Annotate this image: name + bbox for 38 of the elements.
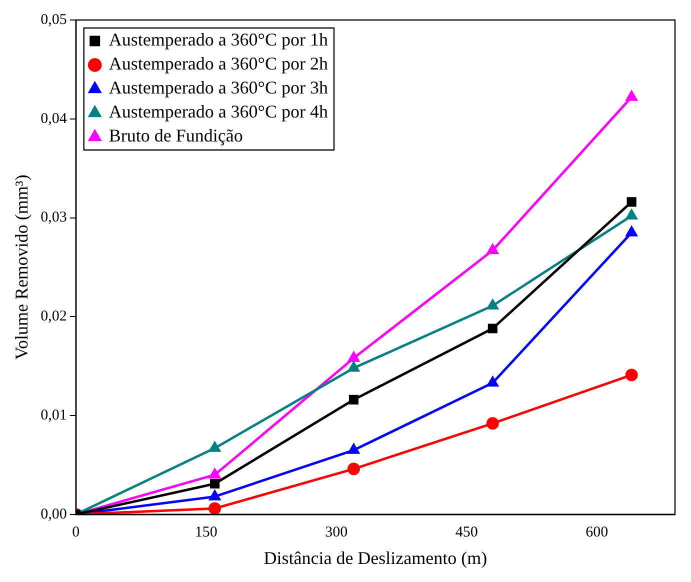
- legend-label: Austemperado a 360°C por 4h: [108, 102, 328, 122]
- x-tick-label: 150: [194, 524, 218, 540]
- y-tick-label: 0,05: [40, 12, 67, 28]
- y-tick-label: 0,01: [40, 407, 67, 424]
- point: [208, 502, 222, 514]
- point: [348, 394, 358, 404]
- point: [210, 478, 220, 489]
- point: [487, 300, 498, 310]
- point: [209, 468, 220, 479]
- point: [348, 352, 360, 362]
- x-tick-label: 600: [586, 524, 608, 540]
- y-tick-label: 0,02: [40, 308, 67, 325]
- y-tick-label: 0,04: [40, 110, 68, 127]
- point: [347, 462, 360, 476]
- point: [209, 490, 220, 500]
- point: [209, 442, 220, 452]
- y-tick-label: 0,00: [40, 506, 67, 522]
- point: [348, 362, 360, 372]
- point: [626, 210, 638, 220]
- point: [487, 376, 498, 387]
- legend-label: Bruto de Fundição: [108, 126, 243, 146]
- x-axis-title: Distância de Deslizamento (m): [264, 548, 488, 568]
- x-tick-label: 0: [72, 524, 80, 540]
- x-tick-label: 450: [455, 524, 478, 540]
- point: [488, 324, 498, 334]
- y-axis-title: Volume Removido (mm³): [12, 174, 32, 360]
- point: [486, 417, 499, 430]
- y-tick-label: 0,03: [40, 210, 67, 226]
- point: [626, 197, 636, 207]
- point: [626, 226, 638, 236]
- legend-label: Austemperado a 360°C por 2h: [108, 54, 328, 74]
- point: [625, 368, 638, 382]
- point: [348, 444, 360, 454]
- legend-label: Austemperado a 360°C por 3h: [108, 78, 328, 98]
- legend-label: Austemperado a 360°C por 1h: [108, 30, 328, 50]
- point: [487, 244, 498, 254]
- x-tick-label: 300: [325, 524, 348, 540]
- point: [626, 90, 638, 101]
